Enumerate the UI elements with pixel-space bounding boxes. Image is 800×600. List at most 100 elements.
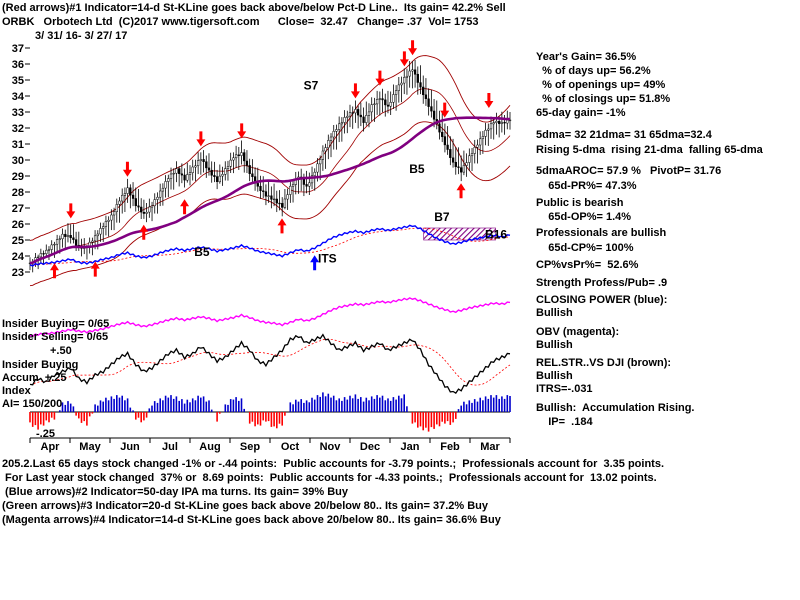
relstr-signal: Bullish xyxy=(536,370,573,382)
svg-text:Jun: Jun xyxy=(120,441,140,453)
stat-ip: IP= .184 xyxy=(536,416,593,428)
buy-arrow-icon xyxy=(310,255,320,271)
buy-arrow-icon xyxy=(49,263,59,279)
axes: 37 36 35 34 33 32 31 30 29 28 27 26 25 24 23 Apr May Jun J… xyxy=(12,43,511,453)
signal-label-s7: S7 xyxy=(304,79,319,93)
sell-arrow-icon xyxy=(66,203,76,219)
insider-selling-count: Insider Selling= 0/65 xyxy=(2,331,109,343)
stat-strength-ratio: Strength Profess/Pub= .9 xyxy=(536,277,668,289)
signal-label-b5: B5 xyxy=(194,245,210,259)
buy-arrow-icon xyxy=(456,183,466,199)
stat-65d-cp: 65d-CP%= 100% xyxy=(536,242,634,254)
closing-power-line xyxy=(29,224,511,267)
accum-histogram xyxy=(29,392,511,432)
svg-text:34: 34 xyxy=(12,91,25,103)
stat-pct-openings-up: % of openings up= 49% xyxy=(536,79,666,91)
sell-arrow-icon xyxy=(440,102,450,118)
legend-blue-arrows: (Blue arrows)#2 Indicator=50-day IPA ma … xyxy=(2,486,348,498)
svg-text:36: 36 xyxy=(12,59,24,71)
svg-text:Jul: Jul xyxy=(162,441,178,453)
stat-aroc-pivot: 5dmaAROC= 57.9 % PivotP= 31.76 xyxy=(536,165,722,177)
professional-sentiment: Professionals are bullish xyxy=(536,227,667,239)
sell-arrow-icon xyxy=(408,40,418,56)
summary-65day: 205.2.Last 65 days stock changed -1% or … xyxy=(2,458,665,470)
svg-text:30: 30 xyxy=(12,155,24,167)
signal-label-its: ITS xyxy=(318,251,337,265)
svg-text:Sep: Sep xyxy=(240,441,260,453)
stat-cp-vs-pr: CP%vsPr%= 52.6% xyxy=(536,259,639,271)
date-range: 3/ 31/ 16- 3/ 27/ 17 xyxy=(35,30,128,42)
buy-arrow-icon xyxy=(90,261,100,277)
svg-text:35: 35 xyxy=(12,75,24,87)
public-sentiment: Public is bearish xyxy=(536,197,624,209)
sell-arrow-icon xyxy=(484,93,494,108)
svg-text:25: 25 xyxy=(12,235,24,247)
legend-green-arrows: (Green arrows)#3 Indicator=20-d St-KLine… xyxy=(2,500,488,512)
stat-years-gain: Year's Gain= 36.5% xyxy=(536,51,637,63)
signal-arrows xyxy=(49,40,494,279)
legend-magenta-arrows: (Magenta arrows)#4 Indicator=14-d St-KLi… xyxy=(2,514,501,526)
ma65-line xyxy=(29,116,510,265)
signal-label-b5: B5 xyxy=(409,162,425,176)
svg-text:31: 31 xyxy=(12,139,24,151)
accum-index-label-2: Accum +.25 xyxy=(2,372,67,384)
obv-label: OBV (magenta): xyxy=(536,326,620,338)
signal-label-b16: B16 xyxy=(485,227,507,241)
sell-arrow-icon xyxy=(196,131,206,147)
svg-text:May: May xyxy=(79,441,101,453)
sell-arrow-icon xyxy=(399,51,409,67)
sell-arrow-icon xyxy=(122,161,132,177)
quote-line: ORBK Orbotech Ltd (C)2017 www.tigersoft.… xyxy=(2,16,479,28)
svg-text:Oct: Oct xyxy=(281,441,300,453)
stat-itrs: ITRS=-.031 xyxy=(536,383,593,395)
stat-65d-pr: 65d-PR%= 47.3% xyxy=(536,180,637,192)
sell-arrow-icon xyxy=(237,123,247,139)
stat-pct-days-up: % of days up= 56.2% xyxy=(536,65,651,77)
stat-65d-op: 65d-OP%= 1.4% xyxy=(536,211,632,223)
svg-text:23: 23 xyxy=(12,267,24,279)
svg-text:32: 32 xyxy=(12,123,24,135)
buy-arrow-icon xyxy=(180,199,190,215)
rel-strength-ma-line xyxy=(29,338,511,386)
stat-pct-closings-up: % of closings up= 51.8% xyxy=(536,93,671,105)
insider-buying-count: Insider Buying= 0/65 xyxy=(2,318,110,330)
svg-text:Feb: Feb xyxy=(440,441,460,453)
closing-power-signal: Bullish xyxy=(536,307,573,319)
svg-text:28: 28 xyxy=(12,187,24,199)
stat-dma-values: 5dma= 32 21dma= 31 65dma=32.4 xyxy=(536,129,712,141)
distribution-hatch-block xyxy=(423,227,496,241)
buy-arrow-icon xyxy=(277,218,287,234)
signal-label-b7: B7 xyxy=(434,210,450,224)
svg-text:Mar: Mar xyxy=(480,441,500,453)
svg-text:27: 27 xyxy=(12,203,24,215)
signal-summary-red-arrows: (Red arrows)#1 Indicator=14-d St-KLine g… xyxy=(2,2,506,14)
price-bands xyxy=(29,55,511,287)
obv-signal: Bullish xyxy=(536,339,573,351)
ai-value: AI= 150/200 xyxy=(2,398,63,410)
svg-text:24: 24 xyxy=(12,251,25,263)
accum-index-label-3: Index xyxy=(2,385,31,397)
closing-power-label: CLOSING POWER (blue): xyxy=(536,294,668,306)
accum-index-label-1: Insider Buying xyxy=(2,359,79,371)
buy-arrow-icon xyxy=(139,224,149,240)
svg-text:37: 37 xyxy=(12,43,24,55)
rel-strength-line xyxy=(29,333,511,394)
summary-year: For Last year stock changed 37% or 8.69 … xyxy=(2,472,657,484)
svg-text:Nov: Nov xyxy=(320,441,342,453)
signal-labels: S7 B5 B7 B16 B5 ITS xyxy=(194,79,507,266)
svg-text:Apr: Apr xyxy=(41,441,61,453)
relstr-label: REL.STR..VS DJI (brown): xyxy=(536,357,672,369)
accum-scale-plus-50: +.50 xyxy=(50,345,72,357)
stat-65day-gain: 65-day gain= -1% xyxy=(536,107,626,119)
svg-text:Jan: Jan xyxy=(401,441,420,453)
closing-power-ma-line xyxy=(29,227,511,266)
svg-text:Dec: Dec xyxy=(360,441,380,453)
obv-line xyxy=(29,297,511,338)
svg-text:29: 29 xyxy=(12,171,24,183)
accumulation-signal: Bullish: Accumulation Rising. xyxy=(536,402,695,414)
stat-dma-trends: Rising 5-dma rising 21-dma falling 65-dm… xyxy=(536,144,763,156)
candlestick-series xyxy=(28,59,512,273)
sell-arrow-icon xyxy=(375,70,385,86)
svg-text:26: 26 xyxy=(12,219,24,231)
